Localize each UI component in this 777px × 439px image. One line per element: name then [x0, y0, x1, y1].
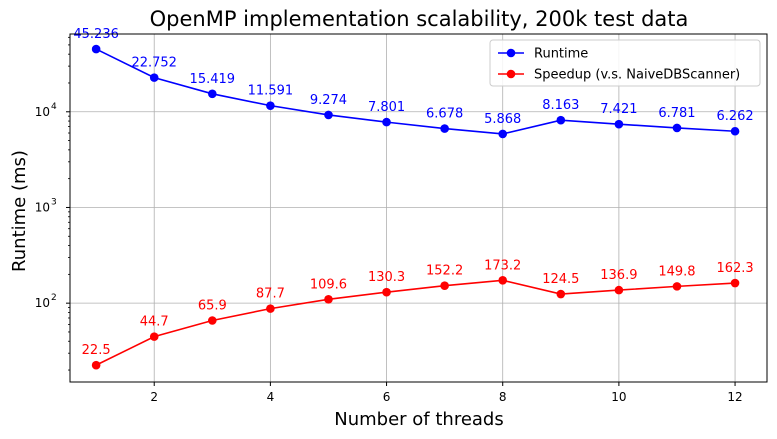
data-label: 22.5 [82, 343, 111, 358]
data-point [614, 285, 624, 295]
series-line [95, 279, 736, 366]
x-tick-label: 8 [499, 390, 507, 404]
y-axis-label: Runtime (ms) [9, 150, 30, 272]
data-point [149, 332, 159, 341]
x-tick-label: 6 [383, 390, 391, 404]
data-label: 6.678 [426, 107, 463, 122]
data-point [672, 282, 682, 291]
series-line [95, 48, 736, 135]
data-point [266, 101, 275, 110]
y-tick-label: 10 [35, 296, 50, 310]
data-point [149, 73, 159, 82]
data-point [91, 360, 101, 370]
data-label: 152.2 [426, 264, 463, 279]
data-point [498, 276, 508, 285]
y-tick-exponent: 2 [51, 293, 57, 303]
y-tick-exponent: 4 [51, 102, 57, 112]
data-point [672, 123, 682, 133]
y-tick-label: 10 [35, 200, 50, 214]
data-label: 11.591 [248, 84, 294, 99]
data-point [91, 44, 101, 54]
legend-item: Speedup (v.s. NaiveDBScanner) [498, 68, 740, 83]
data-label: 162.3 [716, 261, 753, 276]
data-point [614, 119, 624, 129]
data-point [382, 287, 391, 297]
data-label: 136.9 [600, 268, 637, 283]
data-label: 6.262 [716, 109, 753, 124]
data-point [324, 295, 333, 304]
data-label: 65.9 [198, 298, 227, 313]
series-layer: 45.236 22.752 15.419 11.591 9.274 7.801 6.678 5… [73, 27, 754, 370]
data-label: 7.421 [600, 102, 637, 117]
data-point [498, 129, 508, 139]
chart-title: OpenMP implementation scalability, 200k … [150, 7, 689, 31]
legend-marker [506, 48, 516, 58]
data-point [556, 289, 566, 299]
legend-box [489, 39, 761, 87]
data-point [730, 278, 740, 288]
legend: Runtime Speedup (v.s. NaiveDBScanner) [489, 39, 761, 87]
y-tick-exponent: 3 [51, 197, 57, 207]
data-label: 8.163 [542, 98, 579, 113]
data-label: 9.274 [310, 93, 347, 108]
data-label: 6.781 [658, 106, 695, 121]
data-label: 130.3 [368, 270, 405, 285]
data-point [208, 89, 217, 99]
legend-label: Runtime [534, 47, 588, 62]
data-point [440, 281, 449, 291]
data-label: 45.236 [73, 27, 119, 42]
data-label: 149.8 [658, 264, 695, 279]
data-point [266, 304, 275, 313]
series-speedup: 22.5 44.7 65.9 87.7 109.6 130.3 152.2 173.2 124.… [82, 258, 754, 370]
legend-label: Speedup (v.s. NaiveDBScanner) [534, 68, 740, 83]
x-axis-label: Number of threads [334, 409, 503, 430]
data-point [730, 126, 740, 136]
data-label: 7.801 [368, 100, 405, 115]
plot-frame [69, 33, 768, 383]
grid-lines [70, 34, 767, 382]
x-tick-label: 12 [727, 390, 742, 404]
data-point [208, 316, 217, 325]
data-point [556, 115, 566, 125]
data-label: 124.5 [542, 272, 579, 287]
data-label: 109.6 [310, 277, 347, 292]
x-tick-label: 2 [150, 390, 158, 404]
x-tick-label: 4 [267, 390, 275, 404]
data-point [324, 110, 333, 120]
legend-item: Runtime [498, 47, 588, 62]
data-label: 22.752 [131, 56, 177, 71]
data-point [382, 117, 391, 127]
x-tick-label: 10 [611, 390, 626, 404]
data-label: 15.419 [190, 72, 236, 87]
y-tick-label: 10 [35, 105, 50, 119]
legend-marker [506, 69, 516, 79]
data-label: 5.868 [484, 112, 521, 127]
data-point [440, 124, 449, 133]
data-label: 44.7 [140, 315, 169, 330]
data-label: 87.7 [256, 287, 285, 302]
series-runtime: 45.236 22.752 15.419 11.591 9.274 7.801 6.678 5… [73, 27, 754, 139]
data-label: 173.2 [484, 258, 521, 273]
